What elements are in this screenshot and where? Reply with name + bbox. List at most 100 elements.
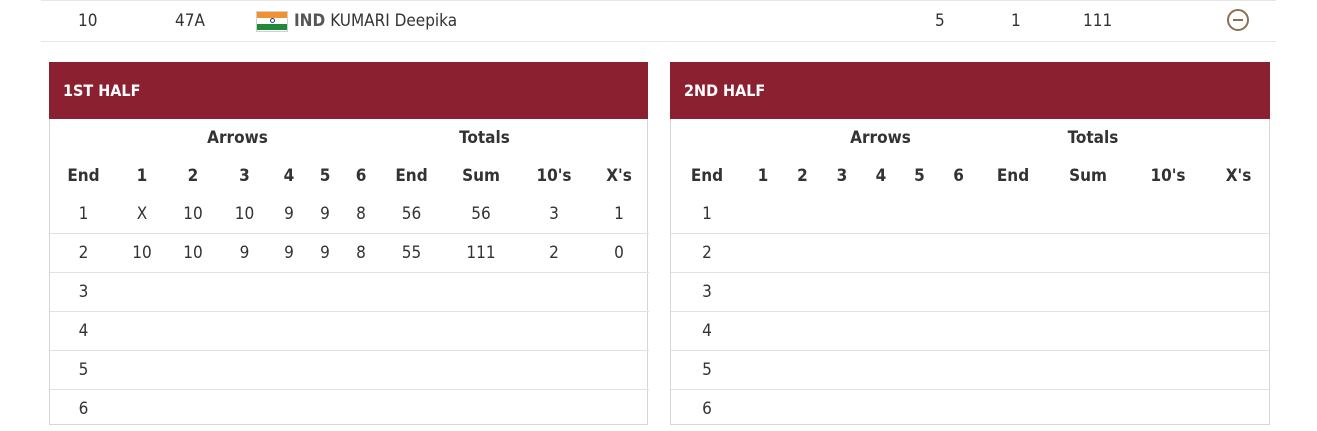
table-cell: 4 bbox=[671, 311, 743, 351]
table-cell bbox=[308, 350, 343, 390]
column-header: 3 bbox=[239, 166, 250, 186]
table-cell bbox=[167, 389, 219, 428]
table-cell bbox=[783, 311, 822, 351]
table-cell bbox=[117, 350, 167, 390]
table-row: 6 bbox=[50, 389, 650, 428]
table-cell bbox=[783, 272, 822, 312]
table-cell bbox=[519, 311, 590, 351]
table-cell: X bbox=[136, 204, 148, 224]
table-cell bbox=[978, 311, 1049, 351]
column-header: Sum bbox=[462, 166, 500, 186]
noc-code: IND bbox=[294, 11, 326, 31]
column-header: 6 bbox=[953, 166, 964, 186]
table-cell: 6 bbox=[671, 389, 743, 428]
table-cell bbox=[342, 389, 381, 428]
table-cell bbox=[900, 195, 939, 234]
table-cell bbox=[308, 311, 343, 351]
table-cell: 5 bbox=[50, 350, 117, 390]
table-cell bbox=[380, 311, 444, 351]
table-cell bbox=[1208, 350, 1270, 390]
table-cell bbox=[822, 272, 862, 312]
table-cell bbox=[519, 272, 590, 312]
table-cell: 1 bbox=[702, 204, 712, 224]
table-cell bbox=[978, 195, 1048, 234]
column-header: 6 bbox=[355, 166, 367, 186]
table-cell: 3 bbox=[549, 204, 559, 224]
table-cell bbox=[1048, 195, 1128, 234]
table-cell bbox=[380, 350, 444, 390]
table-cell bbox=[822, 233, 862, 273]
table-cell bbox=[308, 272, 343, 312]
rank-value: 10 bbox=[78, 11, 98, 31]
score-col-2: 1 bbox=[1011, 11, 1021, 31]
table-cell bbox=[900, 233, 940, 273]
second-half-panel: 2ND HALF Arrows Totals End 1 2 3 4 5 6 End Sum 10… bbox=[670, 62, 1270, 428]
table-cell bbox=[822, 195, 862, 234]
table-cell bbox=[900, 311, 940, 351]
table-cell bbox=[978, 233, 1049, 273]
table-cell bbox=[1128, 311, 1209, 351]
table-cell bbox=[167, 350, 219, 390]
table-cell bbox=[270, 389, 309, 428]
minus-circle-icon[interactable] bbox=[1227, 9, 1249, 31]
table-cell bbox=[900, 350, 940, 390]
table-cell bbox=[1208, 311, 1270, 351]
table-cell bbox=[822, 350, 862, 390]
table-cell bbox=[1128, 350, 1209, 390]
table-cell bbox=[1048, 272, 1129, 312]
table-cell bbox=[822, 311, 862, 351]
table-cell: 8 bbox=[342, 233, 381, 273]
table-cell bbox=[900, 389, 940, 428]
table-row: 1 bbox=[671, 195, 1269, 234]
table-row: 3 bbox=[671, 272, 1270, 312]
column-header: 2 bbox=[187, 166, 199, 186]
table-cell bbox=[783, 350, 822, 390]
table-cell bbox=[219, 311, 270, 351]
table-cell bbox=[342, 350, 381, 390]
table-cell: 1 bbox=[614, 204, 624, 224]
table-cell bbox=[978, 272, 1049, 312]
table-cell bbox=[589, 272, 650, 312]
table-cell: 5 bbox=[671, 350, 743, 390]
table-cell bbox=[743, 272, 783, 312]
table-cell: 9 bbox=[308, 233, 343, 273]
table-row: 4 bbox=[50, 311, 650, 351]
column-header: 10's bbox=[536, 166, 572, 186]
table-cell bbox=[743, 311, 783, 351]
column-header: 1 bbox=[757, 166, 769, 186]
table-cell bbox=[519, 350, 590, 390]
table-cell bbox=[939, 195, 978, 234]
table-cell: 10 bbox=[167, 233, 219, 273]
table-row: 2 bbox=[671, 233, 1270, 273]
column-header: 4 bbox=[875, 166, 887, 186]
table-cell bbox=[862, 350, 900, 390]
table-cell: 1 bbox=[78, 204, 89, 224]
table-cell bbox=[862, 233, 900, 273]
athlete-name: KUMARI Deepika bbox=[330, 11, 458, 31]
table-cell bbox=[342, 311, 381, 351]
table-row: 5 bbox=[671, 350, 1270, 390]
column-header: 5 bbox=[319, 166, 331, 186]
table-cell bbox=[743, 350, 783, 390]
table-cell: 4 bbox=[50, 311, 117, 351]
table-cell: 6 bbox=[50, 389, 117, 428]
table-cell bbox=[862, 389, 900, 428]
table-cell bbox=[783, 233, 822, 273]
table-cell bbox=[978, 350, 1049, 390]
table-cell bbox=[270, 272, 309, 312]
table-cell bbox=[589, 311, 650, 351]
table-cell bbox=[1128, 389, 1209, 428]
panel-title: 2ND HALF bbox=[670, 62, 1270, 119]
table-cell bbox=[743, 389, 783, 428]
table-cell: 9 bbox=[270, 233, 309, 273]
table-cell: 9 bbox=[284, 204, 294, 224]
table-cell bbox=[978, 389, 1049, 428]
table-cell bbox=[519, 389, 590, 428]
table-cell: 2 bbox=[671, 233, 743, 273]
table-cell bbox=[380, 272, 444, 312]
table-cell bbox=[862, 272, 900, 312]
table-cell bbox=[270, 350, 309, 390]
table-cell bbox=[443, 350, 520, 390]
table-cell bbox=[380, 389, 444, 428]
table-row: 2 10 10 9 9 9 8 55 111 2 0 bbox=[50, 233, 650, 273]
